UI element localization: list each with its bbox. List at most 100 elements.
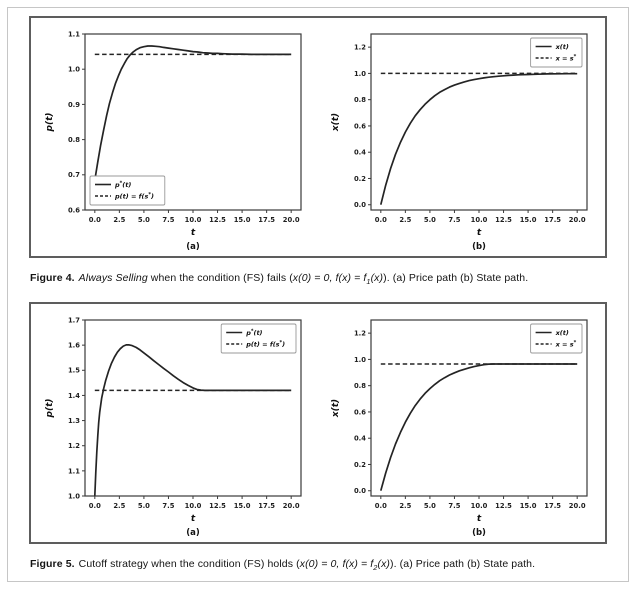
svg-text:0.0: 0.0 [354,201,366,209]
caption-segment: x(0) = 0, f(x) = f [292,272,367,284]
caption-segment: ). (a) Price path (b) State path. [383,272,529,284]
svg-text:15.0: 15.0 [520,502,537,510]
legend: p*(t) p(t) = f(s*) [89,175,166,206]
caption-segment: (x) [377,558,391,570]
svg-text:0.0: 0.0 [354,487,366,495]
panel-label: (b) [472,528,486,538]
svg-text:1.6: 1.6 [68,342,80,350]
caption-segment: (x) [370,272,384,284]
svg-text:15.0: 15.0 [234,502,251,510]
axis-ticks: 0.0 2.5 5.0 7.5 10.0 12.5 15.0 17.5 20.0 0.6 0.7 0.… [68,30,300,224]
svg-text:10.0: 10.0 [471,216,488,224]
axis-ticks: 0.0 2.5 5.0 7.5 10.0 12.5 15.0 17.5 20.0 0.0 0.2 0.… [354,44,586,224]
figure4-caption: Figure 4. Always Selling when the conditi… [30,271,606,287]
svg-text:0.9: 0.9 [68,101,80,109]
caption-segment: Always Selling [78,272,148,284]
svg-text:0.8: 0.8 [68,136,80,144]
figure4-panel: 0.0 2.5 5.0 7.5 10.0 12.5 15.0 17.5 20.0 0.6 0.7 0.… [29,16,607,258]
series-solid [93,45,292,181]
svg-text:12.5: 12.5 [209,502,226,510]
figure5-panel: 0.0 2.5 5.0 7.5 10.0 12.5 15.0 17.5 20.0 1.0 1.1 1.… [29,302,607,544]
svg-text:0.0: 0.0 [375,216,387,224]
svg-text:0.4: 0.4 [354,435,366,443]
svg-text:1.2: 1.2 [68,442,80,450]
legend-label: p*(t) [114,180,131,189]
x-axis-label: t [477,514,482,524]
legend-label: x = s* [555,54,577,63]
svg-text:1.3: 1.3 [68,417,80,425]
svg-text:0.6: 0.6 [354,408,366,416]
svg-text:5.0: 5.0 [138,502,150,510]
legend-label: p(t) = f(s*) [114,192,154,201]
svg-text:2.5: 2.5 [113,502,125,510]
svg-text:5.0: 5.0 [424,502,436,510]
caption-segment: x(0) = 0, f(x) = f [299,558,374,570]
svg-text:0.8: 0.8 [354,96,366,104]
svg-text:12.5: 12.5 [495,216,512,224]
legend-label: p*(t) [245,328,262,337]
svg-text:0.7: 0.7 [68,171,80,179]
series-solid [379,363,578,491]
legend: x(t) x = s* [530,37,583,68]
svg-text:0.0: 0.0 [89,216,101,224]
figure5-chart-a: 0.0 2.5 5.0 7.5 10.0 12.5 15.0 17.5 20.0 1.0 1.1 1.… [39,309,311,539]
svg-text:20.0: 20.0 [283,216,300,224]
svg-text:7.5: 7.5 [162,216,174,224]
axis-ticks: 0.0 2.5 5.0 7.5 10.0 12.5 15.0 17.5 20.0 1.0 1.1 1.… [68,316,300,510]
svg-text:5.0: 5.0 [138,216,150,224]
plot-fig5b-state-path: 0.0 2.5 5.0 7.5 10.0 12.5 15.0 17.5 20.0 0.0 0.2 0.… [331,319,588,538]
svg-text:0.8: 0.8 [354,382,366,390]
caption-segment: Cutoff strategy when the condition (FS) … [78,558,300,570]
svg-text:20.0: 20.0 [569,216,586,224]
legend-label: x(t) [555,43,569,51]
svg-text:7.5: 7.5 [162,502,174,510]
y-axis-label: p(t) [45,113,55,133]
caption-segment: Figure 5. [30,558,75,570]
plot-fig4b-state-path: 0.0 2.5 5.0 7.5 10.0 12.5 15.0 17.5 20.0 0.0 0.2 0.… [331,33,588,252]
svg-text:7.5: 7.5 [448,502,460,510]
svg-text:15.0: 15.0 [234,216,251,224]
svg-text:17.5: 17.5 [258,216,275,224]
svg-text:10.0: 10.0 [185,216,202,224]
svg-text:1.0: 1.0 [354,356,366,364]
caption-segment: 2 [373,563,378,573]
svg-text:1.1: 1.1 [68,30,80,38]
svg-text:20.0: 20.0 [569,502,586,510]
svg-text:1.7: 1.7 [68,316,80,324]
caption-segment: 1 [366,277,371,287]
x-axis-label: t [191,228,196,238]
svg-text:0.0: 0.0 [89,502,101,510]
y-axis-label: x(t) [331,399,341,418]
svg-text:10.0: 10.0 [185,502,202,510]
svg-text:17.5: 17.5 [258,502,275,510]
svg-text:2.5: 2.5 [399,216,411,224]
svg-text:1.5: 1.5 [68,367,80,375]
svg-text:15.0: 15.0 [520,216,537,224]
legend-label: x = s* [555,340,577,349]
figure5-caption: Figure 5. Cutoff strategy when the condit… [30,557,606,573]
svg-text:1.2: 1.2 [354,330,366,338]
svg-text:1.0: 1.0 [68,492,80,500]
panel-label: (a) [186,242,200,252]
panel-label: (a) [186,528,200,538]
svg-text:0.4: 0.4 [354,149,366,157]
svg-text:1.2: 1.2 [354,44,366,52]
svg-text:1.0: 1.0 [354,70,366,78]
figure5-chart-b: 0.0 2.5 5.0 7.5 10.0 12.5 15.0 17.5 20.0 0.0 0.2 0.… [325,309,597,539]
panel-label: (b) [472,242,486,252]
svg-text:20.0: 20.0 [283,502,300,510]
svg-text:0.2: 0.2 [354,461,366,469]
figure4-chart-b: 0.0 2.5 5.0 7.5 10.0 12.5 15.0 17.5 20.0 0.0 0.2 0.… [325,23,597,253]
svg-text:12.5: 12.5 [209,216,226,224]
plot-fig4a-price-path: 0.0 2.5 5.0 7.5 10.0 12.5 15.0 17.5 20.0 0.6 0.7 0.… [45,30,302,252]
svg-text:12.5: 12.5 [495,502,512,510]
svg-text:5.0: 5.0 [424,216,436,224]
legend: p*(t) p(t) = f(s*) [220,323,297,354]
svg-text:1.0: 1.0 [68,66,80,74]
svg-text:0.0: 0.0 [375,502,387,510]
svg-text:10.0: 10.0 [471,502,488,510]
caption-segment: Figure 4. [30,272,75,284]
svg-text:2.5: 2.5 [113,216,125,224]
caption-segment: when the condition (FS) fails ( [147,272,293,284]
figure4-chart-a: 0.0 2.5 5.0 7.5 10.0 12.5 15.0 17.5 20.0 0.6 0.7 0.… [39,23,311,253]
